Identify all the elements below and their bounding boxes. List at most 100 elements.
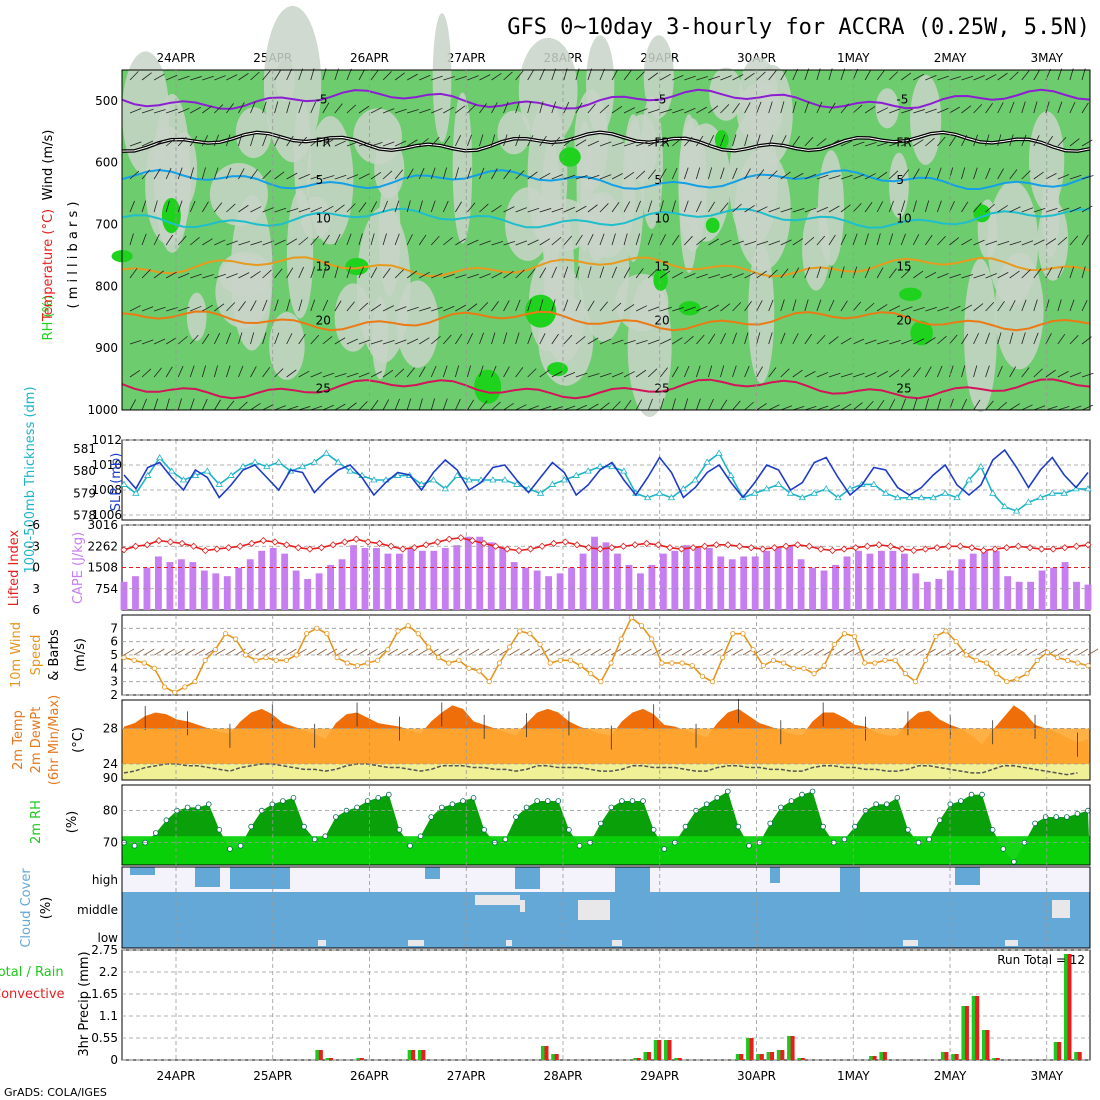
wind-speed-point (557, 657, 563, 663)
rh-dry-patch (748, 243, 775, 384)
wind-barb (515, 269, 525, 279)
li-ytick: 6 (32, 603, 40, 617)
cape-bar (315, 573, 323, 610)
wind-barb (647, 398, 653, 411)
wind-barb (708, 304, 720, 312)
thickness-point (846, 485, 854, 492)
rh-point (619, 798, 625, 804)
wind-barb (455, 304, 467, 312)
rh-point (195, 804, 201, 811)
cloud-high-block (515, 867, 540, 889)
wind-barb (563, 138, 574, 147)
isotherm-label: -5 (654, 93, 666, 107)
lifted-index-point (306, 545, 314, 553)
wind-barb (322, 299, 329, 312)
rh-point (417, 833, 424, 839)
wind-barb (286, 172, 298, 180)
wind-barb (454, 365, 460, 378)
wind-barb (732, 240, 744, 246)
wind-barb (298, 68, 304, 81)
lifted-index-point (492, 542, 500, 550)
isotherm-label: 5 (316, 173, 324, 187)
wind-barb (913, 338, 925, 345)
rh-point (1042, 814, 1049, 820)
wind-barb (1057, 207, 1070, 213)
lifted-index-point (236, 542, 244, 550)
wind-barb (394, 169, 404, 180)
wind-barb (1009, 206, 1021, 213)
precip-total-bar (1053, 1042, 1058, 1060)
cape-bar (223, 576, 231, 610)
wind-barb (406, 200, 411, 213)
wind-barb (623, 171, 635, 180)
wind-barb-10m (194, 648, 206, 656)
wind-barb (322, 266, 327, 279)
wind-barb (551, 266, 557, 279)
precip-total-bar (664, 1040, 669, 1060)
thickness-point (144, 471, 152, 478)
lifted-index-point (794, 541, 802, 549)
wind-barb (467, 303, 478, 312)
thickness-point (834, 494, 842, 501)
wind-barb (587, 266, 592, 279)
precip-conv-label: Convective (0, 987, 65, 1002)
wind-barb (997, 72, 1008, 81)
wind-barb (334, 373, 347, 378)
wind-barb (274, 368, 284, 378)
wind-barb (479, 103, 487, 114)
wind-barb (129, 305, 141, 312)
wind-barb (780, 368, 790, 378)
wind-barb (1045, 172, 1057, 180)
isotherm-5 (121, 168, 1091, 190)
precip-conv-bar (872, 1056, 877, 1060)
wind-barb (720, 104, 730, 114)
wind-barb (382, 268, 391, 279)
wind-barb (503, 169, 512, 180)
lifted-index-point (120, 546, 128, 554)
wind-barb (1021, 101, 1026, 114)
temp-ylabel: 2m Temp 2m DewPt (6hr Min/Max) (°C) (11, 695, 86, 785)
wind-barb (864, 266, 871, 279)
wind-barb (840, 140, 853, 147)
wind-barb (683, 365, 690, 378)
wind-barb (720, 399, 728, 411)
wind-barb (660, 73, 671, 81)
precip-conv-bar (554, 1054, 559, 1060)
wind-barb (888, 399, 896, 411)
wind-barb (346, 141, 359, 147)
thickness-point (929, 494, 937, 501)
wind-barb (382, 108, 395, 114)
lifted-index-point (677, 545, 686, 553)
wind-barb (973, 239, 985, 246)
rh-moist-patch (714, 130, 729, 150)
wind-barb (840, 204, 851, 213)
thickness-point (727, 471, 735, 478)
precip-conv-bar (944, 1052, 949, 1060)
rh-moist-patch (559, 147, 581, 167)
wind-barb (178, 75, 190, 81)
wind-barb (286, 135, 294, 147)
wind-barb (370, 400, 379, 411)
bottom-date-label: 2MAY (934, 1069, 967, 1083)
isotherm-label: 15 (316, 260, 331, 274)
lifted-index-point (341, 538, 349, 546)
wind-speed-point (547, 660, 553, 666)
wind-barb (226, 240, 238, 246)
wind-barb (467, 167, 472, 180)
rh-ytick: 70 (103, 836, 118, 850)
wind-barb (1081, 139, 1093, 147)
precip-unit-label: 3hr Precip (mm) (77, 951, 92, 1056)
precip-total-bar (766, 1052, 771, 1060)
rh-point (799, 791, 805, 798)
rh-point (555, 798, 562, 804)
wind-barb (298, 207, 311, 213)
precip-conv-bar (759, 1054, 764, 1060)
lifted-index-point (712, 541, 720, 549)
wind-barb (226, 400, 235, 411)
wind-barb (852, 174, 865, 180)
wind-speed-point (649, 636, 655, 642)
wind-barb (1069, 101, 1076, 114)
wind-barb (202, 105, 213, 114)
wind-barb (238, 73, 249, 81)
wind-barb (635, 200, 641, 213)
